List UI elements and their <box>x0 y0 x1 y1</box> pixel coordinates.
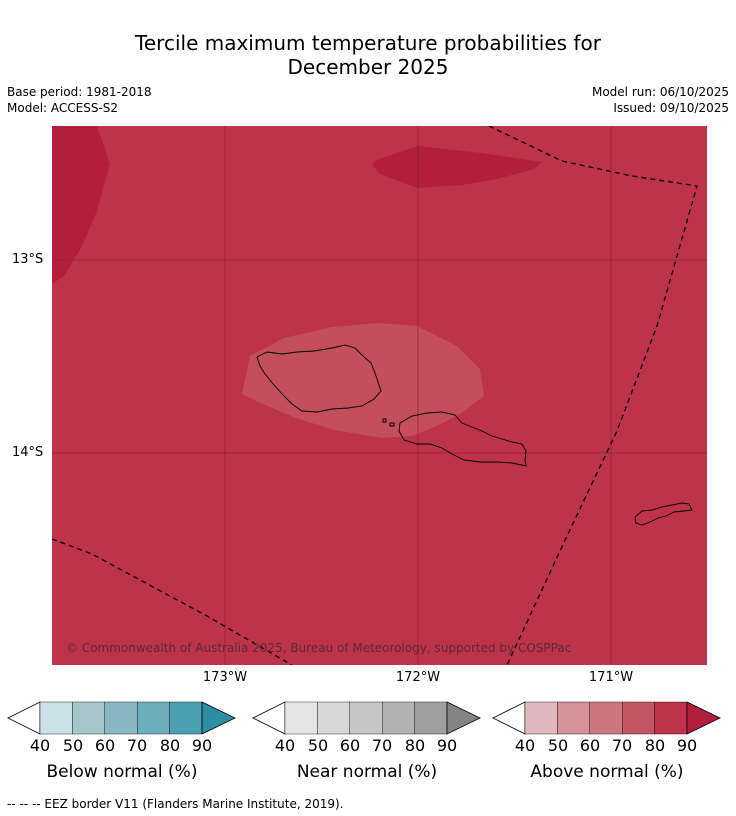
title-line-1: Tercile maximum temperature probabilitie… <box>135 31 601 55</box>
lon-label-172w: 172°W <box>395 670 441 685</box>
lat-label-13s: 13°S <box>12 252 44 267</box>
above-bin-5 <box>654 701 688 735</box>
below-bin-3 <box>104 701 138 735</box>
tick-below-50: 50 <box>62 736 84 755</box>
below-under-triangle <box>7 701 41 735</box>
eez-border <box>52 126 698 665</box>
tick-near-50: 50 <box>307 736 329 755</box>
lat-label-14s: 14°S <box>12 445 44 460</box>
graticule <box>52 126 707 665</box>
apolima-islet <box>382 418 387 423</box>
map-canvas <box>52 126 707 665</box>
near-under-triangle <box>252 701 286 735</box>
tick-above-60: 60 <box>579 736 601 755</box>
colorbar-below-normal <box>7 701 236 735</box>
near-bin-3 <box>349 701 383 735</box>
below-bin-1 <box>39 701 73 735</box>
above-under-triangle <box>492 701 526 735</box>
tick-above-90: 90 <box>676 736 698 755</box>
below-bin-5 <box>169 701 203 735</box>
lon-label-173w: 173°W <box>202 670 248 685</box>
near-over-triangle <box>446 701 481 735</box>
high-probability-area-north <box>373 146 542 188</box>
tick-below-80: 80 <box>159 736 181 755</box>
tick-near-90: 90 <box>436 736 458 755</box>
high-probability-area-west <box>52 126 110 284</box>
above-bin-2 <box>557 701 591 735</box>
savaii-island <box>256 344 382 413</box>
manono-islet <box>389 422 395 427</box>
near-bin-4 <box>381 701 415 735</box>
map-panel[interactable] <box>52 126 707 665</box>
label-near-normal: Near normal (%) <box>296 762 438 782</box>
copyright-notice: © Commonwealth of Australia 2025, Bureau… <box>66 641 572 655</box>
below-over-triangle <box>201 701 236 735</box>
tick-above-70: 70 <box>611 736 633 755</box>
eez-footnote: -- -- -- EEZ border V11 (Flanders Marine… <box>7 797 344 811</box>
above-bin-3 <box>589 701 623 735</box>
tick-below-40: 40 <box>29 736 51 755</box>
coastline <box>256 344 693 526</box>
near-bin-5 <box>414 701 448 735</box>
title-line-2: December 2025 <box>287 55 449 79</box>
model-name: Model: ACCESS-S2 <box>7 101 119 115</box>
below-bin-2 <box>72 701 106 735</box>
upolu-island <box>398 411 527 467</box>
tick-above-40: 40 <box>514 736 536 755</box>
tick-below-60: 60 <box>94 736 116 755</box>
below-bin-4 <box>136 701 170 735</box>
tutuila-island <box>634 502 693 526</box>
issued-date: Issued: 09/10/2025 <box>613 101 729 115</box>
tick-near-80: 80 <box>404 736 426 755</box>
tick-above-50: 50 <box>547 736 569 755</box>
label-above-normal: Above normal (%) <box>530 762 684 782</box>
near-bin-2 <box>317 701 351 735</box>
meta-right: Model run: 06/10/2025 Issued: 09/10/2025 <box>592 84 729 116</box>
above-bin-4 <box>621 701 655 735</box>
meta-left: Base period: 1981-2018 Model: ACCESS-S2 <box>7 84 152 116</box>
tick-near-60: 60 <box>339 736 361 755</box>
above-over-triangle <box>686 701 721 735</box>
colorbar-near-normal <box>252 701 481 735</box>
colorbar-above-normal <box>492 701 721 735</box>
model-run: Model run: 06/10/2025 <box>591 85 729 99</box>
tick-above-80: 80 <box>644 736 666 755</box>
tick-near-40: 40 <box>274 736 296 755</box>
tick-below-70: 70 <box>126 736 148 755</box>
label-below-normal: Below normal (%) <box>46 762 198 782</box>
tick-below-90: 90 <box>191 736 213 755</box>
near-bin-1 <box>284 701 318 735</box>
chart-title: Tercile maximum temperature probabilitie… <box>0 31 736 79</box>
above-bin-1 <box>524 701 558 735</box>
base-period: Base period: 1981-2018 <box>7 85 152 99</box>
tick-near-70: 70 <box>371 736 393 755</box>
lon-label-171w: 171°W <box>588 670 634 685</box>
